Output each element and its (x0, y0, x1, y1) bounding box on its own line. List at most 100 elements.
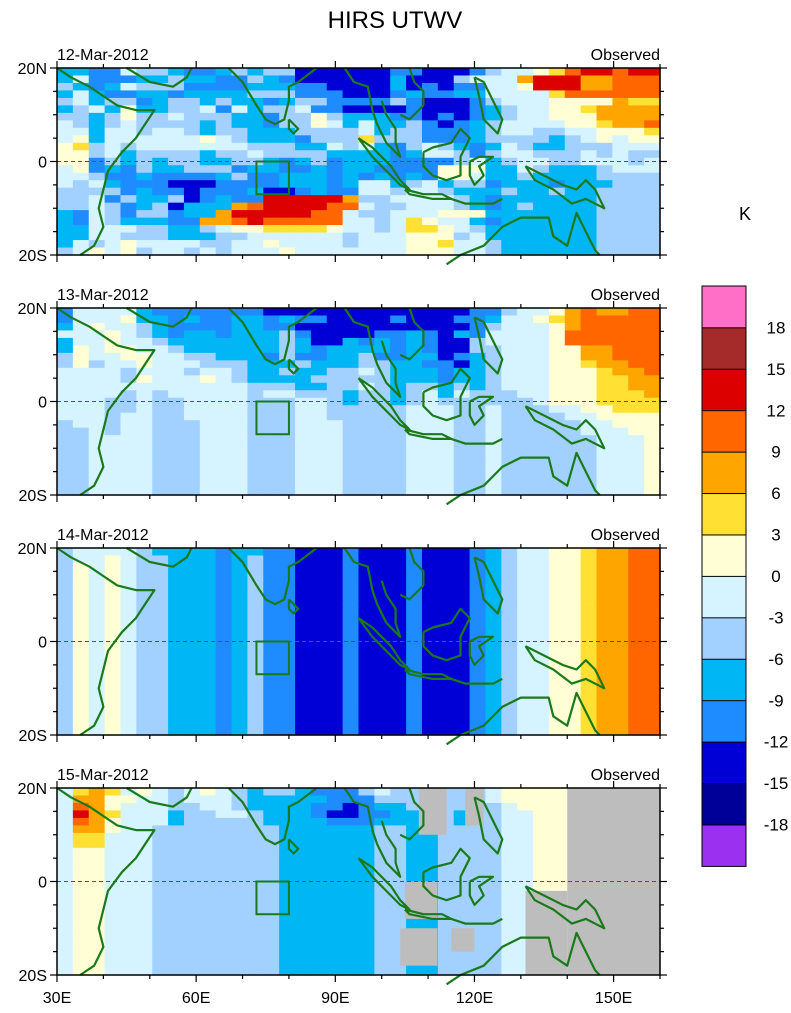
heatmap-cell (263, 645, 280, 654)
heatmap-cell (120, 457, 137, 466)
heatmap-cell (501, 892, 518, 901)
heatmap-cell (279, 427, 296, 436)
heatmap-cell (421, 172, 439, 181)
heatmap-cell (199, 157, 217, 166)
heatmap-cell (453, 892, 471, 901)
heatmap-cell (183, 937, 201, 946)
heatmap-cell (104, 382, 122, 391)
heatmap-cell (517, 97, 534, 106)
heatmap-cell (247, 480, 264, 489)
heatmap-cell (295, 788, 312, 797)
heatmap-cell (469, 97, 487, 106)
heatmap-cell (501, 240, 518, 249)
heatmap-cell (120, 600, 137, 609)
heatmap-cell (374, 105, 391, 114)
heatmap-cell (374, 937, 391, 946)
heatmap-cell (469, 855, 487, 864)
heatmap-cell (168, 915, 185, 924)
heatmap-cell (501, 420, 518, 429)
heatmap-cell (374, 330, 391, 339)
heatmap-cell (406, 120, 423, 129)
heatmap-cell (231, 90, 249, 99)
heatmap-cell (57, 180, 74, 189)
heatmap-cell (612, 622, 629, 631)
heatmap-cell (279, 210, 296, 219)
heatmap-cell (437, 585, 455, 594)
heatmap-cell (517, 817, 534, 826)
heatmap-cell (644, 450, 661, 459)
heatmap-cell (136, 180, 153, 189)
heatmap-cell (421, 652, 439, 661)
heatmap-cell (342, 420, 360, 429)
heatmap-cell (580, 697, 598, 706)
heatmap-cell (644, 172, 661, 181)
heatmap-cell (390, 645, 407, 654)
heatmap-cell (279, 548, 296, 557)
heatmap-cell (199, 397, 217, 406)
heatmap-cell (374, 585, 391, 594)
heatmap-cell (548, 480, 566, 489)
heatmap-cell (199, 652, 217, 661)
heatmap-cell (168, 75, 185, 84)
heatmap-cell (644, 322, 661, 332)
heatmap-cell (168, 645, 185, 654)
heatmap-cell (88, 172, 106, 181)
heatmap-cell (295, 127, 312, 136)
heatmap-cell (72, 442, 90, 451)
heatmap-cell (215, 150, 233, 159)
heatmap-cell (263, 652, 280, 661)
heatmap-cell (517, 187, 534, 196)
heatmap-cell (548, 788, 566, 797)
heatmap-cell (644, 585, 661, 594)
heatmap-cell (215, 885, 233, 894)
heatmap-cell (612, 150, 629, 159)
heatmap-cell (453, 360, 471, 369)
heatmap-cell (199, 967, 217, 976)
heatmap-cell (517, 195, 534, 204)
heatmap-cell (517, 105, 534, 114)
heatmap-cell (517, 120, 534, 129)
heatmap-cell (152, 690, 169, 699)
heatmap-cell (310, 120, 328, 129)
heatmap-cell (580, 397, 598, 406)
heatmap-cell (469, 487, 487, 496)
heatmap-cell (310, 420, 328, 429)
heatmap-cell (374, 847, 391, 856)
heatmap-cell (628, 247, 645, 256)
heatmap-cell (72, 832, 90, 841)
heatmap-cell (104, 592, 122, 601)
heatmap-cell (517, 577, 534, 586)
heatmap-cell (390, 802, 407, 812)
heatmap-cell (517, 157, 534, 166)
heatmap-cell (358, 577, 375, 586)
heatmap-cell (168, 548, 185, 557)
heatmap-cell (247, 247, 264, 256)
heatmap-cell (342, 427, 360, 436)
coastline (126, 67, 193, 88)
heatmap-cell (231, 960, 249, 969)
heatmap-cell (533, 165, 550, 174)
heatmap-cell (437, 720, 455, 729)
heatmap-cell (580, 435, 598, 444)
heatmap-cell (358, 210, 375, 219)
heatmap-cell (231, 465, 249, 474)
heatmap-cell (485, 847, 502, 856)
heatmap-cell (453, 157, 471, 166)
heatmap-cell (469, 682, 487, 691)
heatmap-cell (295, 615, 312, 624)
heatmap-cell (485, 937, 502, 946)
heatmap-cell (437, 90, 455, 99)
heatmap-cell (263, 922, 280, 931)
heatmap-cell (57, 390, 74, 399)
heatmap-cell (342, 690, 360, 699)
heatmap-cell (279, 315, 296, 324)
heatmap-cell (263, 90, 280, 99)
heatmap-cell (57, 442, 74, 451)
heatmap-cell (152, 172, 169, 181)
heatmap-cell (88, 788, 106, 797)
heatmap-cell (548, 817, 566, 826)
heatmap-cell (310, 247, 328, 256)
heatmap-cell (374, 945, 391, 954)
heatmap-cell (183, 360, 201, 369)
heatmap-cell (326, 142, 344, 151)
